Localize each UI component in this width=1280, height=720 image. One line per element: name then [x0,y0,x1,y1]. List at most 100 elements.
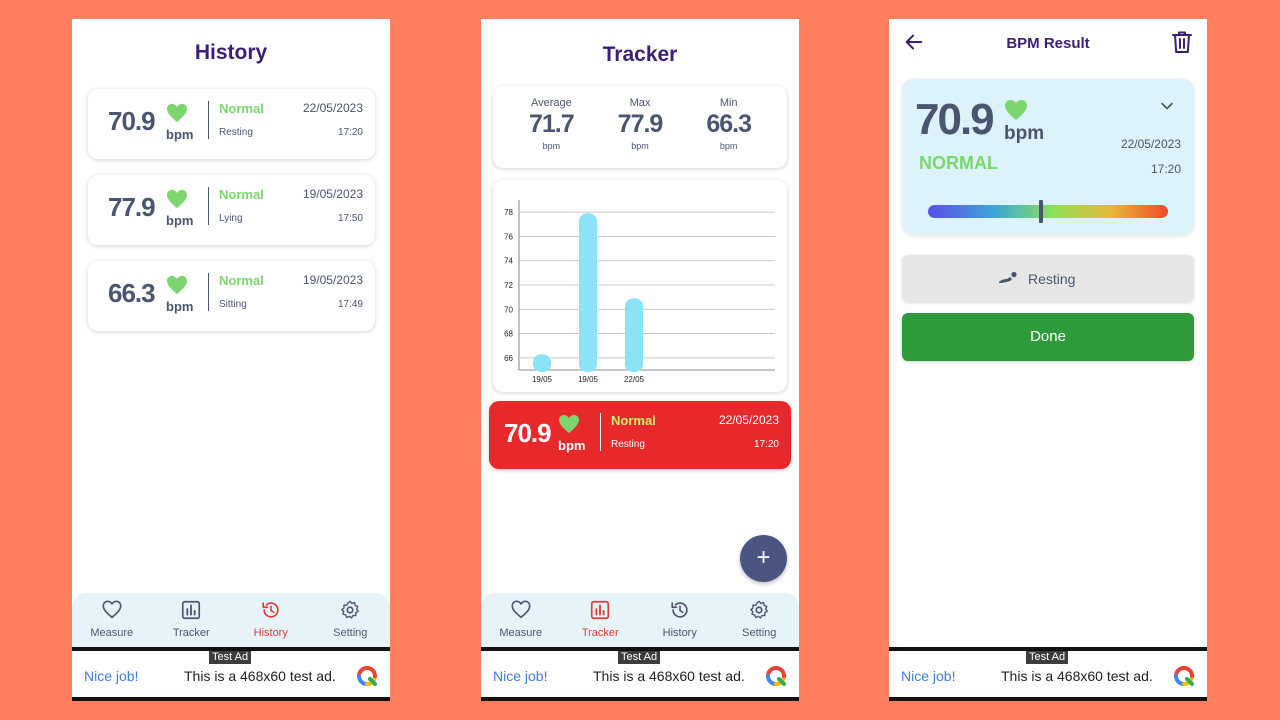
heart-icon [167,275,187,295]
add-measurement-button[interactable]: + [740,535,787,582]
result-time: 17:20 [1150,162,1181,176]
record-status: Normal [219,187,264,202]
ad-tag: Test Ad [618,651,661,664]
tab-label: Setting [333,627,368,639]
heart-icon [102,600,122,619]
ad-text: This is a 468x60 test ad. [1001,668,1153,684]
record-value: 66.3 [108,278,156,308]
result-screen: BPM Result 70.9 bpm 22/05/2023 17:20 NOR… [889,19,1207,701]
ad-tag: Test Ad [1026,651,1069,664]
record-status: Normal [611,413,656,428]
record-position: Lying [219,213,243,224]
tab-setting[interactable]: Setting [311,593,391,647]
heart-icon [1005,100,1027,120]
result-unit: bpm [1004,123,1045,144]
record-unit: bpm [166,127,194,142]
bpm-chart-card: 66 68 70 72 74 76 78 19/05 19/05 22/05 [493,180,787,392]
tab-label: Setting [742,627,777,639]
chevron-down-icon[interactable] [1160,99,1174,113]
heart-icon [167,103,187,123]
history-record[interactable]: 70.9 bpm Normal Resting 22/05/2023 17:20 [88,89,375,159]
gear-icon [341,600,360,619]
ad-banner[interactable]: Test Ad Nice job! This is a 468x60 test ad… [889,647,1207,701]
tab-setting[interactable]: Setting [720,593,800,647]
position-label: Resting [1028,271,1076,287]
y-tick-label: 74 [504,257,513,266]
stat-unit: bpm [542,141,561,151]
record-unit: bpm [166,213,194,228]
stat-label: Average [530,97,572,109]
page-title: BPM Result [1006,35,1090,52]
tab-label: History [253,627,288,639]
history-screen: History 70.9 bpm Normal Resting 22/05/2023 17… [72,19,390,701]
gauge-marker [1038,200,1043,223]
x-tick-label: 19/05 [532,375,553,384]
stat-unit: bpm [719,141,738,151]
x-tick-label: 22/05 [624,375,645,384]
heart-icon [559,414,579,434]
x-tick-label: 19/05 [578,375,599,384]
ad-logo-icon [766,666,786,686]
ad-banner[interactable]: Test Ad Nice job! This is a 468x60 test ad… [72,647,390,701]
bpm-bar-chart: 66 68 70 72 74 76 78 19/05 19/05 22/05 [504,200,775,384]
record-date: 22/05/2023 [718,413,779,427]
stat-average: Average 71.7 bpm [507,86,596,168]
ad-logo-icon [1174,666,1194,686]
history-record[interactable]: 66.3 bpm Normal Sitting 19/05/2023 17:49 [88,261,375,331]
stat-min: Min 66.3 bpm [684,86,773,168]
stat-max: Max 77.9 bpm [596,86,685,168]
tab-label: History [662,627,697,639]
stat-value: 77.9 [617,110,664,138]
tab-measure[interactable]: Measure [72,593,152,647]
record-time: 17:20 [753,439,779,450]
record-date: 19/05/2023 [302,273,363,287]
divider [208,273,209,311]
ad-logo-icon [357,666,377,686]
heart-icon [511,600,531,619]
record-time: 17:20 [337,127,363,138]
record-position: Sitting [219,299,247,310]
divider [208,101,209,139]
history-icon [262,602,279,618]
divider [600,413,601,451]
tab-label: Measure [90,627,134,639]
record-time: 17:49 [337,299,363,310]
tab-history[interactable]: History [231,593,311,647]
record-value: 77.9 [108,192,156,222]
y-tick-label: 68 [504,330,513,339]
done-button[interactable]: Done [902,313,1194,361]
record-position: Resting [219,127,253,138]
y-tick-label: 66 [504,354,513,363]
page-title: Tracker [602,43,678,66]
history-icon [671,602,688,618]
result-value: 70.9 [915,95,995,144]
heart-icon [167,189,187,209]
back-arrow-icon[interactable] [903,31,925,53]
position-button[interactable]: Resting [902,255,1194,302]
record-unit: bpm [166,299,194,314]
ad-tag: Test Ad [209,651,252,664]
ad-banner[interactable]: Test Ad Nice job! This is a 468x60 test ad… [481,647,799,701]
ad-headline: Nice job! [901,668,956,684]
latest-record-card[interactable]: 70.9 bpm Normal Resting 22/05/2023 17:20 [489,401,791,469]
ad-text: This is a 468x60 test ad. [593,668,745,684]
bottom-nav: Measure Tracker History Setting [481,593,799,647]
tab-history[interactable]: History [640,593,720,647]
tab-measure[interactable]: Measure [481,593,561,647]
history-record[interactable]: 77.9 bpm Normal Lying 19/05/2023 17:50 [88,175,375,245]
stat-label: Min [719,97,738,109]
tab-label: Tracker [172,627,210,639]
y-tick-label: 78 [504,208,513,217]
bar-chart-icon [182,600,201,620]
stat-unit: bpm [631,141,649,151]
record-date: 22/05/2023 [302,101,363,115]
stat-value: 66.3 [706,110,752,138]
tracker-screen: Tracker Average 71.7 bpm Max 77.9 bpm Mi… [481,19,799,701]
record-status: Normal [219,101,264,116]
resting-person-icon [999,271,1017,283]
tab-tracker[interactable]: Tracker [561,593,641,647]
tab-tracker[interactable]: Tracker [152,593,232,647]
trash-icon[interactable] [1171,30,1193,54]
page-title: History [194,41,268,64]
y-tick-label: 72 [504,281,513,290]
